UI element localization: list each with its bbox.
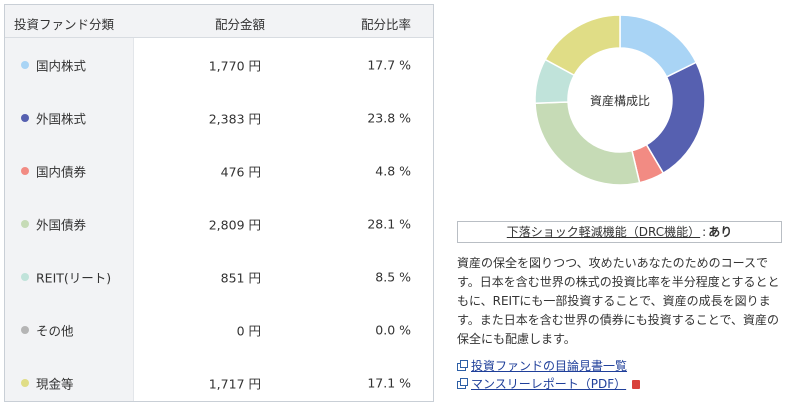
row-amount: 2,383 円 (208, 111, 261, 126)
legend-dot-icon (21, 166, 29, 175)
external-link-icon (457, 360, 468, 371)
table-row: その他 0 円 0.0 % (5, 303, 433, 356)
external-link-icon (457, 378, 468, 389)
table-row: 国内債券 476 円 4.8 % (5, 144, 433, 197)
row-amount: 2,809 円 (208, 217, 261, 232)
prospectus-link-row: 投資ファンドの目論見書一覧 (457, 357, 627, 374)
monthly-report-link[interactable]: マンスリーレポート（PDF） (471, 377, 627, 391)
row-amount: 476 円 (220, 164, 261, 179)
table-header: 投資ファンド分類 配分金額 配分比率 (5, 5, 433, 38)
row-name: 国内株式 (36, 58, 87, 73)
legend-dot-icon (21, 219, 29, 228)
row-ratio: 8.5 % (375, 269, 411, 284)
donut-chart-svg (534, 14, 706, 186)
legend-dot-icon (21, 378, 29, 387)
drc-colon: : (702, 225, 707, 239)
row-name: 現金等 (36, 376, 74, 391)
row-ratio: 17.7 % (367, 57, 411, 72)
table-row: 国内株式 1,770 円 17.7 % (5, 38, 433, 91)
drc-feature-link[interactable]: 下落ショック軽減機能（DRC機能） (506, 225, 701, 239)
row-amount: 1,770 円 (208, 58, 261, 73)
header-fund-category: 投資ファンド分類 (14, 17, 115, 32)
header-amount: 配分金額 (214, 17, 265, 32)
table-row: 外国債券 2,809 円 28.1 % (5, 197, 433, 250)
row-amount: 1,717 円 (208, 376, 261, 391)
chart-title: 資産構成比 (589, 93, 650, 108)
header-ratio: 配分比率 (360, 17, 411, 32)
legend-dot-icon (21, 60, 29, 69)
course-description: 資産の保全を図りつつ、攻めたいあなたのためのコースです。日本を含む世界の株式の投… (457, 256, 780, 346)
drc-feature-box: 下落ショック軽減機能（DRC機能）: あり (457, 221, 782, 243)
prospectus-list-link[interactable]: 投資ファンドの目論見書一覧 (471, 359, 628, 373)
allocation-table: 投資ファンド分類 配分金額 配分比率 国内株式 1,770 円 17.7 % 外… (4, 4, 434, 402)
pdf-icon (632, 380, 641, 389)
row-amount: 0 円 (236, 323, 261, 338)
asset-composition-chart: 資産構成比 (530, 10, 710, 190)
donut-slice-7 (544, 14, 621, 77)
row-name: 外国債券 (36, 217, 87, 232)
table-row: 外国株式 2,383 円 23.8 % (5, 91, 433, 144)
row-ratio: 4.8 % (375, 163, 411, 178)
row-name: 国内債券 (36, 164, 87, 179)
table-row: REIT(リート) 851 円 8.5 % (5, 250, 433, 303)
row-ratio: 0.0 % (375, 322, 411, 337)
row-amount: 851 円 (220, 270, 261, 285)
legend-dot-icon (21, 113, 29, 122)
monthly-report-link-row: マンスリーレポート（PDF） (457, 375, 641, 392)
legend-dot-icon (21, 325, 29, 334)
row-ratio: 28.1 % (367, 216, 411, 231)
legend-dot-icon (21, 272, 29, 281)
row-name: 外国株式 (36, 111, 87, 126)
row-ratio: 17.1 % (367, 375, 411, 390)
drc-feature-value: あり (708, 225, 733, 239)
row-name: その他 (36, 323, 74, 338)
row-ratio: 23.8 % (367, 110, 411, 125)
table-row: 現金等 1,717 円 17.1 % (5, 356, 433, 409)
row-name: REIT(リート) (36, 270, 112, 285)
